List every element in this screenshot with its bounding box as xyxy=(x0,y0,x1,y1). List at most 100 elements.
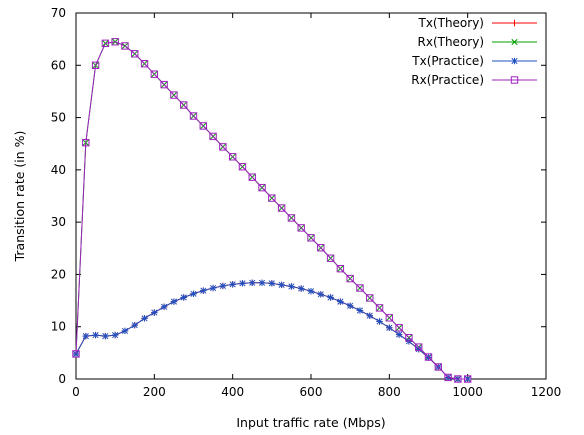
star-marker xyxy=(249,279,256,286)
star-marker xyxy=(209,284,217,292)
legend-item: Tx(Practice) xyxy=(411,54,537,68)
square-marker xyxy=(150,70,159,78)
square-marker xyxy=(238,163,247,171)
square-marker xyxy=(277,204,286,212)
square-marker xyxy=(385,314,394,322)
square-marker xyxy=(258,183,266,192)
legend-item: Tx(Theory) xyxy=(418,16,537,30)
square-marker xyxy=(297,224,305,232)
series-2 xyxy=(72,38,471,383)
star-marker xyxy=(82,332,89,340)
square-marker xyxy=(356,284,364,292)
square-marker xyxy=(72,350,80,358)
star-marker xyxy=(200,287,207,294)
legend-item: Rx(Practice) xyxy=(411,73,537,87)
x-tick-label: 600 xyxy=(300,385,323,399)
star-marker xyxy=(307,287,315,295)
square-marker xyxy=(189,112,198,120)
square-marker xyxy=(199,122,207,130)
star-marker xyxy=(170,298,178,305)
square-marker xyxy=(424,353,433,361)
series-line xyxy=(75,282,468,380)
star-marker xyxy=(102,332,109,340)
cross-marker xyxy=(511,38,518,46)
star-marker xyxy=(356,307,364,314)
series-4 xyxy=(72,38,472,383)
legend-label: Rx(Practice) xyxy=(411,73,484,87)
y-tick-label: 10 xyxy=(51,320,66,334)
y-tick-label: 60 xyxy=(51,58,66,72)
square-marker xyxy=(121,42,129,50)
star-marker xyxy=(180,294,187,301)
series-layer xyxy=(72,38,472,383)
square-marker xyxy=(336,264,345,273)
y-axis-label: Transition rate (in %) xyxy=(12,131,27,263)
series-line xyxy=(75,41,468,380)
star-marker xyxy=(160,303,168,311)
x-tick-label: 1000 xyxy=(452,385,483,399)
star-marker xyxy=(327,294,334,301)
square-marker xyxy=(434,363,442,371)
x-tick-label: 800 xyxy=(378,385,401,399)
square-marker xyxy=(91,61,100,69)
star-marker xyxy=(511,57,518,65)
square-marker xyxy=(268,194,276,202)
star-marker xyxy=(298,285,305,292)
legend-item: Rx(Theory) xyxy=(418,35,537,49)
square-marker xyxy=(375,304,384,312)
x-tick-label: 1200 xyxy=(531,385,562,399)
star-marker xyxy=(337,298,344,305)
series-line xyxy=(75,41,468,380)
square-marker xyxy=(180,101,188,109)
star-marker xyxy=(386,324,393,331)
legend-label: Tx(Theory) xyxy=(418,16,485,30)
square-marker xyxy=(444,373,452,382)
square-marker xyxy=(209,132,217,141)
square-marker xyxy=(111,38,119,46)
axis-ticks: 0 200 400 600 800 1000 1200 0 10 20 30 40 50 60 70 xyxy=(51,6,562,399)
x-tick-label: 400 xyxy=(221,385,244,399)
y-tick-label: 0 xyxy=(58,372,66,386)
star-marker xyxy=(92,331,99,339)
star-marker xyxy=(278,281,285,289)
square-marker xyxy=(248,173,256,181)
legend-label: Tx(Practice) xyxy=(411,54,484,68)
star-marker xyxy=(317,291,324,298)
square-marker xyxy=(307,234,315,242)
y-tick-label: 40 xyxy=(51,163,66,177)
series-line xyxy=(75,282,468,380)
y-tick-label: 70 xyxy=(51,6,66,20)
plus-marker xyxy=(511,19,518,27)
square-marker xyxy=(317,244,325,252)
series-1 xyxy=(72,279,471,383)
star-marker xyxy=(366,312,373,319)
star-marker xyxy=(395,331,403,338)
square-marker xyxy=(415,343,423,351)
star-marker xyxy=(141,315,148,322)
y-tick-label: 20 xyxy=(51,267,66,281)
square-marker xyxy=(160,80,168,89)
star-marker xyxy=(229,281,236,288)
star-marker xyxy=(268,280,276,287)
square-marker xyxy=(326,254,335,262)
star-marker xyxy=(190,290,197,297)
star-marker xyxy=(376,318,383,325)
square-marker xyxy=(131,50,139,58)
star-marker xyxy=(219,282,227,290)
star-marker xyxy=(111,331,119,339)
square-marker xyxy=(366,294,374,302)
star-marker xyxy=(239,280,246,287)
star-marker xyxy=(72,350,80,358)
star-marker xyxy=(151,309,158,316)
y-tick-label: 30 xyxy=(51,215,66,229)
y-tick-label: 50 xyxy=(51,111,66,125)
star-marker xyxy=(131,321,138,329)
square-marker xyxy=(228,153,237,161)
square-marker xyxy=(395,324,403,332)
square-marker xyxy=(287,214,296,222)
square-marker xyxy=(101,39,110,48)
x-axis-label: Input traffic rate (Mbps) xyxy=(236,415,385,430)
x-tick-label: 0 xyxy=(72,385,80,399)
legend-label: Rx(Theory) xyxy=(418,35,485,49)
